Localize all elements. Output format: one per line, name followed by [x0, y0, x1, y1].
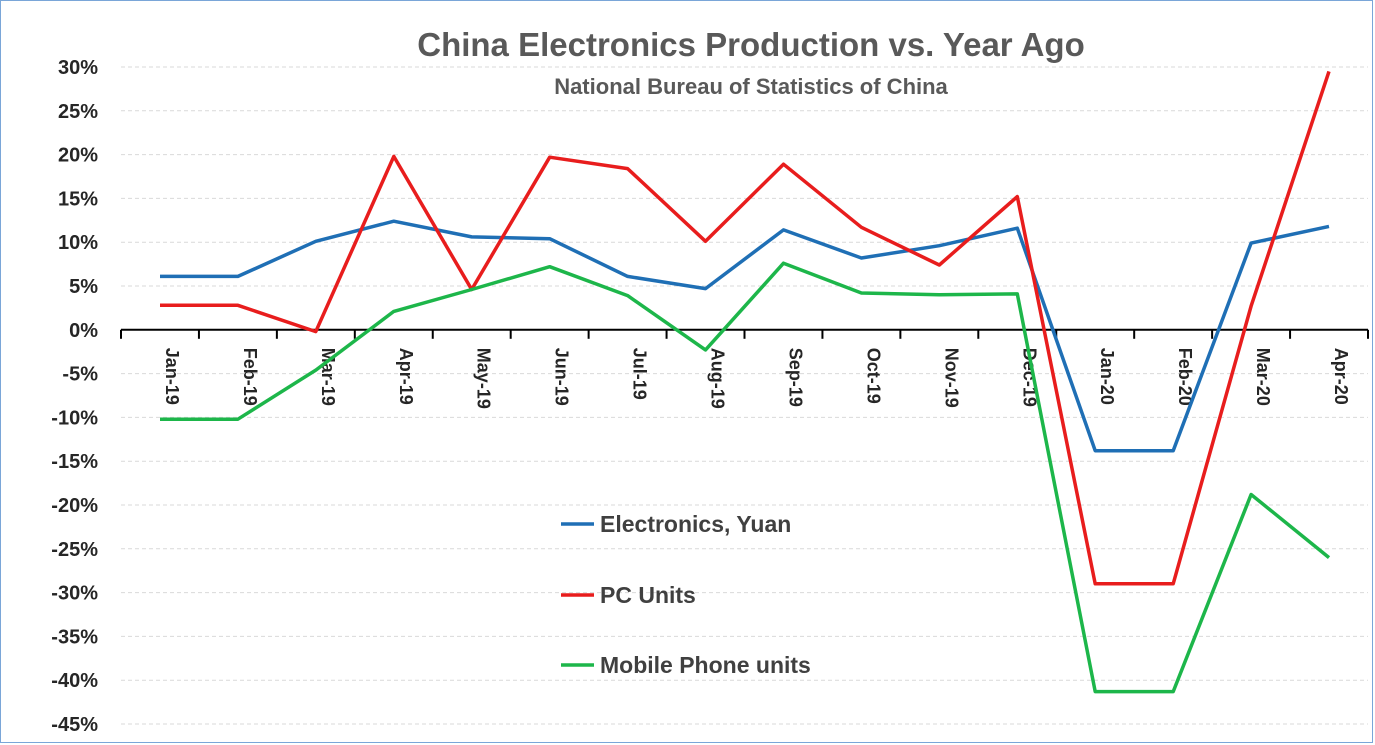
legend-label: Electronics, Yuan: [600, 511, 791, 537]
x-tick-label: Apr-19: [396, 348, 416, 405]
y-tick-label: 15%: [58, 188, 98, 210]
series-line-mobile-phone-units: [160, 261, 1331, 694]
y-tick-label: -35%: [51, 626, 98, 648]
y-tick-label: -10%: [51, 407, 98, 429]
gridlines: [121, 66, 1368, 725]
y-tick-label: 0%: [69, 320, 98, 342]
x-axis-tick-labels: Jan-19 Feb-19 Mar-19 Apr-19 May-19 Jun-19 Jul-…: [162, 348, 1351, 409]
chart-title: China Electronics Production vs. Year Ag…: [417, 26, 1085, 63]
series-lines: [160, 70, 1331, 694]
y-tick-label: -45%: [51, 714, 98, 736]
y-tick-label: -40%: [51, 670, 98, 692]
x-tick-label: May-19: [474, 348, 494, 409]
y-tick-label: 5%: [69, 276, 98, 298]
x-tick-label: Jan-19: [162, 348, 182, 405]
y-tick-label: -5%: [62, 364, 98, 386]
legend-label: Mobile Phone units: [600, 652, 811, 678]
series-line-pc-units: [160, 70, 1331, 586]
y-tick-label: -20%: [51, 495, 98, 517]
x-tick-label: Dec-19: [1019, 348, 1039, 407]
y-tick-label: 10%: [58, 232, 98, 254]
y-tick-label: -15%: [51, 451, 98, 473]
x-tick-label: Sep-19: [785, 348, 805, 407]
x-tick-label: Mar-19: [318, 348, 338, 406]
series-line-electronics-yuan: [160, 219, 1330, 453]
x-tick-label: Oct-19: [863, 348, 883, 404]
y-tick-label: -30%: [51, 583, 98, 605]
y-tick-label: 25%: [58, 101, 98, 123]
x-tick-label: Mar-20: [1253, 348, 1273, 406]
y-tick-label: 20%: [58, 145, 98, 167]
x-tick-label: Feb-20: [1175, 348, 1195, 406]
x-tick-label: Feb-19: [240, 348, 260, 406]
x-tick-label: Jul-19: [630, 348, 650, 400]
x-tick-label: Jan-20: [1097, 348, 1117, 405]
x-tick-label: Aug-19: [708, 348, 728, 409]
legend: Electronics, Yuan PC Units Mobile Phone un…: [561, 511, 811, 678]
chart-subtitle: National Bureau of Statistics of China: [554, 74, 948, 99]
x-tick-label: Jun-19: [552, 348, 572, 406]
x-tick-label: Nov-19: [941, 348, 961, 408]
y-tick-label: -25%: [51, 539, 98, 561]
y-tick-label: 30%: [58, 57, 98, 79]
x-axis: [120, 328, 1369, 339]
x-tick-label: Apr-20: [1331, 348, 1351, 405]
y-axis-tick-labels: 30% 25% 20% 15% 10% 5% 0% -5% -10% -15% -20% -25% -3…: [51, 57, 98, 736]
legend-label: PC Units: [600, 582, 696, 608]
